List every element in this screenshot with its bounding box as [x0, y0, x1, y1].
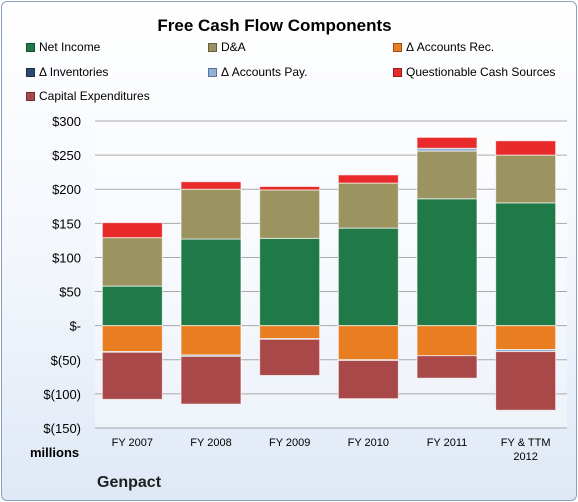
bar-accounts_rec [416, 325, 478, 357]
bar-da [180, 188, 242, 240]
y-tick-label: $- [69, 319, 81, 334]
legend-accounts-pay: Δ Accounts Pay. [208, 65, 308, 79]
legend-swatch-da [208, 43, 217, 52]
bar-questionable [495, 140, 557, 156]
y-tick-label: $100 [52, 250, 81, 265]
legend-swatch-questionable [393, 68, 402, 77]
bar-da [101, 237, 163, 287]
legend-label: Δ Inventories [39, 65, 109, 79]
bar-accounts_rec [101, 325, 163, 353]
legend-label: Net Income [39, 40, 101, 54]
bar-net_income [495, 202, 557, 327]
x-tick-label: FY & TTM 2012 [501, 437, 551, 463]
legend-label: Δ Accounts Rec. [406, 40, 495, 54]
bar-questionable [101, 222, 163, 239]
legend-da: D&A [208, 40, 246, 54]
bar-accounts_rec [259, 325, 321, 340]
x-tick-label: FY 2008 [190, 437, 231, 449]
y-tick-label: $(50) [51, 353, 81, 368]
legend-accounts-rec: Δ Accounts Rec. [393, 40, 494, 54]
legend-net-income: Net Income [26, 40, 100, 54]
y-tick-label: $(150) [43, 421, 81, 436]
legend-swatch-accounts-rec [393, 43, 402, 52]
bar-net_income [180, 238, 242, 327]
bar-questionable [416, 136, 478, 149]
bar-capex [259, 338, 321, 376]
legend-capex: Capital Expenditures [26, 89, 150, 103]
legend-label: Questionable Cash Sources [406, 65, 556, 79]
x-tick-label: FY 2009 [269, 437, 310, 449]
bar-net_income [416, 198, 478, 327]
legend-swatch-inventories [26, 68, 35, 77]
legend-label: Capital Expenditures [39, 89, 150, 103]
y-tick-label: $200 [52, 182, 81, 197]
bar-questionable [180, 181, 242, 190]
legend-label: D&A [221, 40, 246, 54]
plot-area [95, 121, 567, 428]
units-label: millions [30, 445, 80, 460]
bar-da [495, 154, 557, 204]
x-tick-label: FY 2011 [427, 437, 468, 449]
legend-swatch-capex [26, 92, 35, 101]
y-tick-label: $150 [52, 216, 81, 231]
chart-title: Free Cash Flow Components [157, 16, 392, 35]
bar-da [337, 182, 399, 229]
legend-swatch-net-income [26, 43, 35, 52]
bar-net_income [101, 285, 163, 327]
bar-net_income [259, 237, 321, 327]
bar-capex [337, 359, 399, 400]
legend-label: Δ Accounts Pay. [221, 65, 308, 79]
x-tick-label: FY 2007 [112, 437, 153, 449]
bar-accounts_rec [337, 325, 399, 361]
x-tick-label: FY 2010 [348, 437, 389, 449]
legend-questionable: Questionable Cash Sources [393, 65, 555, 79]
legend-inventories: Δ Inventories [26, 65, 108, 79]
y-tick-label: $300 [52, 114, 81, 129]
bar-questionable [259, 185, 321, 191]
y-tick-label: $250 [52, 148, 81, 163]
bar-capex [180, 355, 242, 405]
company-name: Genpact [97, 474, 162, 491]
bar-da [259, 189, 321, 239]
bar-capex [495, 351, 557, 411]
legend-swatch-accounts-pay [208, 68, 217, 77]
y-tick-label: $(100) [43, 387, 81, 402]
bar-questionable [337, 174, 399, 184]
bar-accounts_rec [180, 325, 242, 356]
bar-capex [101, 351, 163, 400]
bar-da [416, 150, 478, 200]
bar-net_income [337, 227, 399, 327]
y-tick-label: $50 [59, 285, 81, 300]
bar-accounts_rec [495, 325, 557, 351]
bar-capex [416, 355, 478, 379]
